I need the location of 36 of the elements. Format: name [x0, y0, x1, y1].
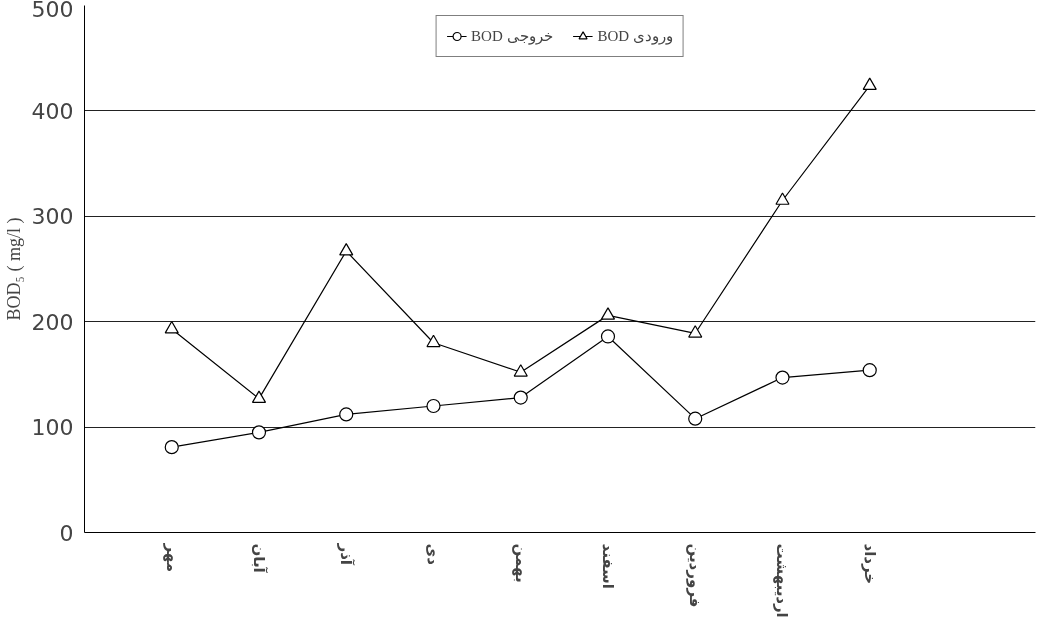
y-tick-label: 200	[31, 309, 74, 335]
x-tick-label: اسفند	[598, 543, 617, 589]
x-tick-label: آبان	[250, 543, 268, 574]
x-tick-label: خرداد	[860, 543, 879, 585]
y-tick-label: 300	[31, 204, 74, 230]
point	[251, 425, 267, 440]
point	[426, 398, 441, 414]
x-tick-label: مهر	[162, 542, 181, 573]
point	[339, 242, 354, 256]
point	[339, 407, 354, 422]
x-tick-label: دی	[424, 543, 443, 566]
y-tick-label: 100	[31, 415, 74, 441]
y-tick-label: 500	[31, 0, 74, 22]
legend-label: BOD ورودی	[597, 27, 673, 45]
point	[513, 390, 528, 405]
point	[164, 320, 179, 334]
point	[862, 77, 877, 90]
point	[600, 329, 616, 344]
point	[164, 440, 179, 455]
x-tick-label: اردیبهشت	[773, 543, 792, 618]
y-tick-label: 0	[59, 520, 74, 546]
y-tick-label: 400	[31, 98, 74, 124]
legend-label: BOD خروجی	[471, 27, 553, 45]
point	[600, 307, 616, 320]
point	[513, 364, 528, 377]
point	[862, 363, 877, 378]
y-axis-title: BOD₅ ( mg/l )	[3, 217, 25, 321]
point	[688, 325, 703, 338]
x-tick-label: فروردین	[686, 543, 705, 608]
point	[775, 370, 790, 385]
x-tick-label: بهمن	[511, 543, 530, 583]
point	[688, 411, 703, 426]
point	[251, 390, 267, 403]
x-tick-label: آذر	[337, 542, 356, 566]
point	[775, 192, 790, 205]
point	[426, 334, 441, 348]
